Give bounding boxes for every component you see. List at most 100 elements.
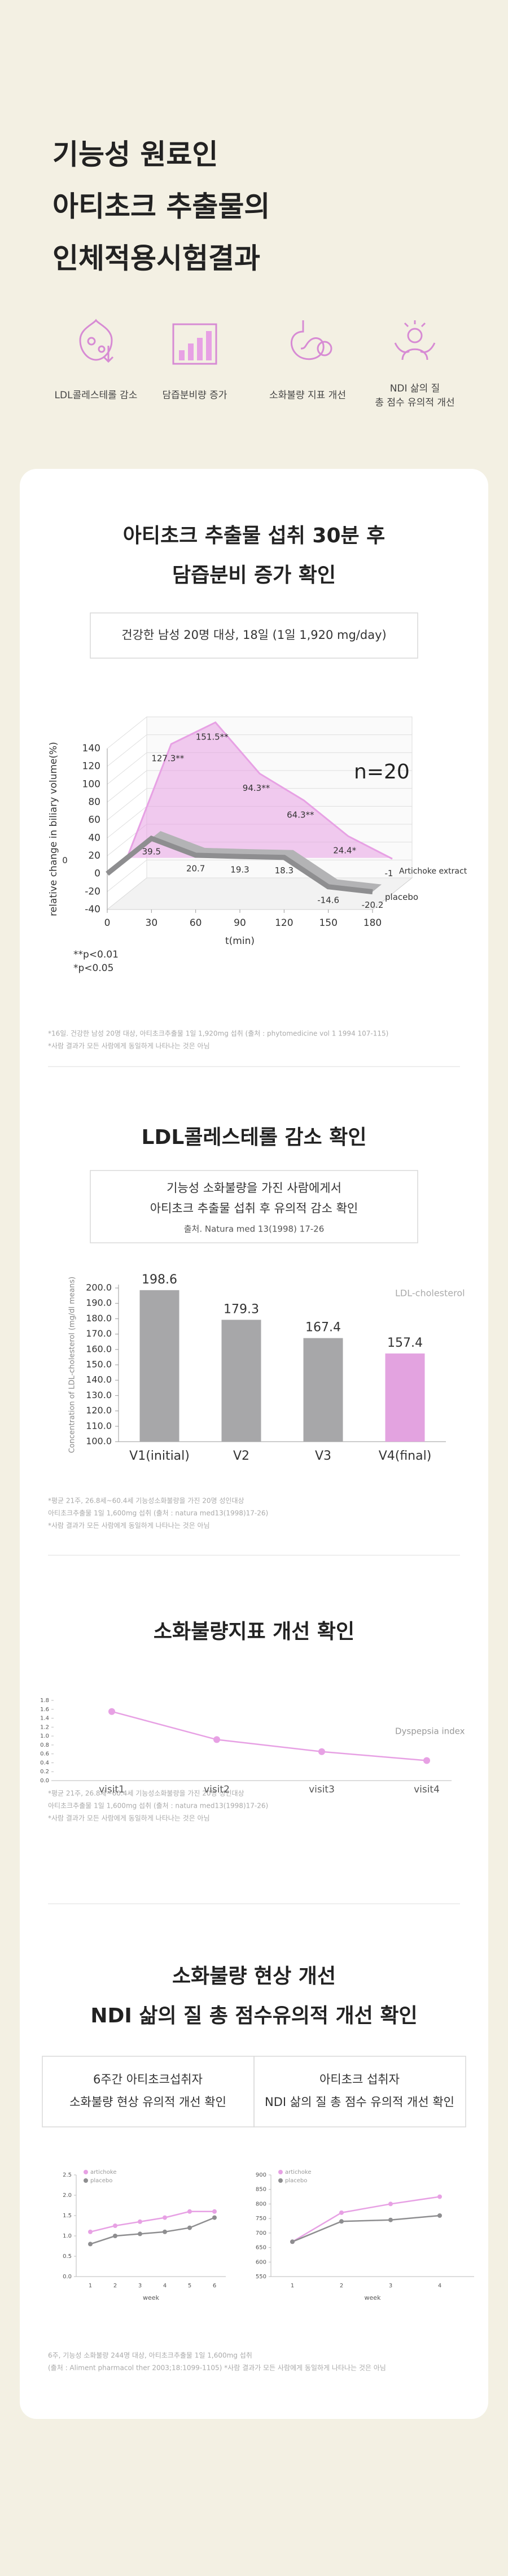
info-box bbox=[253, 2056, 466, 2127]
point bbox=[318, 1748, 325, 1755]
y-tick-label: 140 bbox=[82, 743, 100, 754]
footnote: *사람 결과가 모든 사람에게 동일하게 나타나는 것은 아님 bbox=[48, 1042, 210, 1050]
x-tick-label: 150 bbox=[319, 917, 337, 929]
x-tick-label: V4(final) bbox=[379, 1449, 432, 1463]
point bbox=[187, 2209, 192, 2214]
y-tick-label: 40 bbox=[88, 832, 100, 843]
y-tick-label: 20 bbox=[88, 850, 100, 861]
point bbox=[88, 2242, 93, 2247]
y-tick-label: 700 bbox=[256, 2230, 266, 2236]
point bbox=[212, 2209, 217, 2214]
bar bbox=[385, 1353, 425, 1442]
line bbox=[90, 2211, 214, 2233]
point bbox=[290, 2239, 295, 2244]
info-text: 출처. Natura med 13(1998) 17-26 bbox=[184, 1224, 325, 1234]
x-axis-label: t(min) bbox=[225, 935, 255, 947]
y-tick-label: 1.0 bbox=[63, 2233, 72, 2239]
y-tick-label: 110.0 bbox=[86, 1420, 112, 1431]
data-label: -14.6 bbox=[317, 895, 339, 905]
y-tick-label: 60 bbox=[88, 815, 100, 826]
line bbox=[292, 2196, 440, 2243]
point bbox=[213, 1736, 220, 1743]
data-label: 94.3** bbox=[243, 783, 270, 793]
point bbox=[88, 2229, 93, 2234]
x-tick-label: V1(initial) bbox=[129, 1449, 190, 1463]
bar bbox=[139, 1290, 179, 1442]
info-text: NDI 삶의 질 총 점수 유의적 개선 확인 bbox=[265, 2095, 454, 2109]
x-tick-label: visit2 bbox=[204, 1784, 230, 1795]
line bbox=[106, 836, 373, 895]
y-tick-label: -20 bbox=[85, 886, 100, 897]
point bbox=[437, 2213, 442, 2218]
x-tick-label: 4 bbox=[438, 2283, 441, 2289]
feature-label: 소화불량 지표 개선 bbox=[269, 390, 346, 401]
legend-label: artichoke bbox=[90, 2169, 116, 2175]
legend-swatch bbox=[278, 2178, 283, 2183]
x-tick-label: 3 bbox=[138, 2283, 142, 2289]
y-tick-label: 1.2 bbox=[40, 1724, 49, 1730]
y-tick-label: 100 bbox=[82, 778, 100, 790]
legend-label: placebo bbox=[385, 892, 418, 902]
grid-line bbox=[107, 788, 412, 821]
section-title: 소화불량 현상 개선 bbox=[172, 1965, 336, 1988]
legend-label: Dyspepsia index bbox=[395, 1726, 465, 1737]
y-tick-label: 800 bbox=[256, 2201, 266, 2207]
footnote: *사람 결과가 모든 사람에게 동일하게 나타나는 것은 아님 bbox=[48, 1522, 210, 1530]
x-tick-label: visit4 bbox=[414, 1784, 440, 1795]
y-tick-label: 1.8 bbox=[40, 1698, 49, 1704]
grid-line bbox=[107, 752, 412, 785]
y-tick-label: 0.5 bbox=[63, 2253, 72, 2260]
point bbox=[108, 1708, 115, 1715]
y-tick-label: 0 bbox=[94, 868, 100, 880]
x-tick-label: 6 bbox=[213, 2283, 216, 2289]
y-tick-label: 100.0 bbox=[86, 1436, 112, 1447]
data-label: 157.4 bbox=[387, 1336, 423, 1350]
point bbox=[163, 2229, 167, 2234]
point bbox=[113, 2223, 117, 2228]
feature-icon bbox=[172, 323, 217, 365]
feature-icon bbox=[394, 320, 436, 360]
feature-label: LDL콜레스테롤 감소 bbox=[55, 390, 138, 401]
info-box bbox=[90, 612, 418, 659]
y-axis-label: Concentration of LDL-cholesterol (mg/dl … bbox=[68, 1277, 77, 1453]
y-tick-label: 0.0 bbox=[40, 1778, 49, 1784]
info-box bbox=[90, 1170, 418, 1243]
section-title: NDI 삶의 질 총 점수유의적 개선 확인 bbox=[90, 2004, 417, 2027]
data-label: 179.3 bbox=[224, 1302, 259, 1316]
point bbox=[138, 2231, 142, 2236]
line bbox=[126, 721, 393, 860]
y-tick-label: 180.0 bbox=[86, 1313, 112, 1324]
feature-icon bbox=[79, 319, 114, 363]
y-tick-label: 1.6 bbox=[40, 1707, 49, 1713]
y-tick-label: 1.4 bbox=[40, 1716, 49, 1722]
grid-line bbox=[107, 859, 412, 892]
footnote: *평균 21주, 26.8세~60.4세 기능성소화불량을 가진 20명 성인대… bbox=[48, 1790, 244, 1798]
feature-label: 담즙분비량 증가 bbox=[163, 390, 227, 401]
point bbox=[187, 2225, 192, 2230]
section-title: LDL콜레스테롤 감소 확인 bbox=[142, 1126, 367, 1149]
y-tick-label: 1.0 bbox=[40, 1733, 49, 1739]
x-tick-label: V3 bbox=[315, 1449, 331, 1463]
y-tick-label: 160.0 bbox=[86, 1343, 112, 1354]
y-tick-label: 900 bbox=[256, 2172, 266, 2178]
line bbox=[111, 1711, 427, 1761]
grid-line bbox=[107, 716, 412, 749]
x-axis-label: week bbox=[143, 2294, 160, 2301]
point bbox=[437, 2194, 442, 2199]
footnote: 아티초크추출물 1일 1,600mg 섭취 (출처 : natura med13… bbox=[48, 1802, 268, 1810]
x-tick-label: 180 bbox=[364, 917, 382, 929]
info-text: 6주간 아티초크섭취자 bbox=[93, 2073, 203, 2086]
footnote: 6주, 기능성 소화불량 244명 대상, 아티초크추출물 1일 1,600mg… bbox=[48, 2352, 252, 2360]
x-tick-label: 1 bbox=[291, 2283, 294, 2289]
point bbox=[339, 2219, 344, 2224]
x-tick-label: 90 bbox=[234, 917, 246, 929]
y-tick-label: 0.2 bbox=[40, 1769, 49, 1775]
x-tick-label: 5 bbox=[188, 2283, 191, 2289]
data-label: 19.3 bbox=[230, 865, 249, 875]
feature-label: 총 점수 유의적 개선 bbox=[375, 397, 454, 408]
x-tick-label: 30 bbox=[146, 917, 158, 929]
y-tick-label: 2.0 bbox=[63, 2192, 72, 2199]
y-tick-label: 650 bbox=[256, 2245, 266, 2251]
y-tick-label: 850 bbox=[256, 2187, 266, 2193]
